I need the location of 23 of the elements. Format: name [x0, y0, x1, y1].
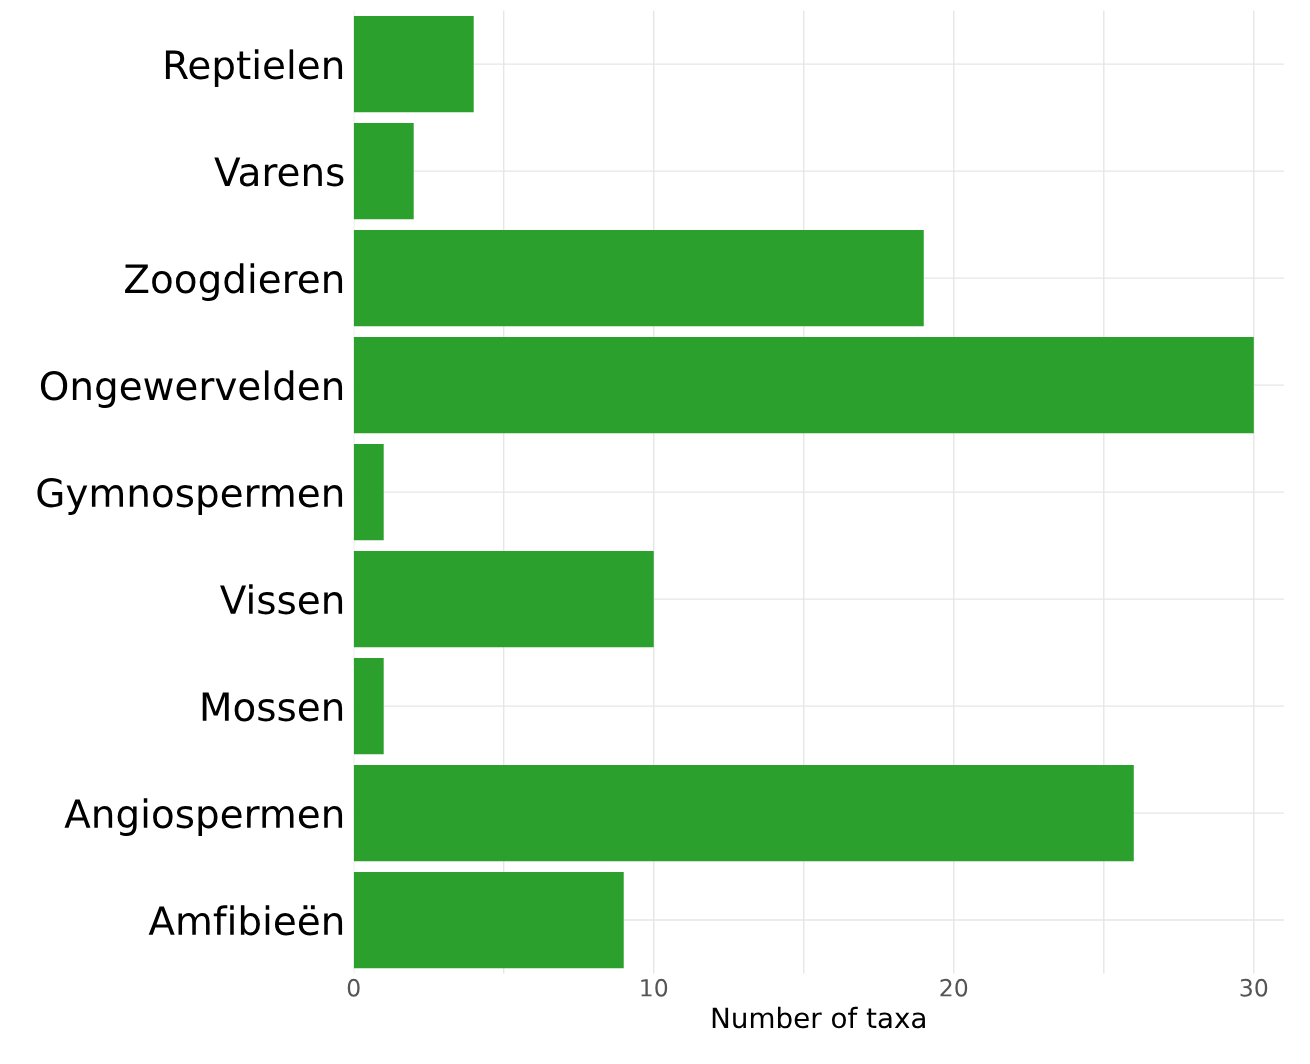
- bar: [353, 550, 654, 648]
- y-tick-label: Mossen: [202, 692, 343, 722]
- y-tick-label: Gymnospermen: [37, 478, 343, 515]
- y-tick-label: Vissen: [220, 584, 343, 615]
- bar: [353, 764, 1134, 862]
- y-tick-label: Reptielen: [165, 49, 343, 87]
- x-axis-title: Number of taxa: [712, 1006, 925, 1029]
- bar: [353, 229, 924, 327]
- x-tick-label: 30: [1240, 978, 1268, 997]
- x-tick-label: 20: [940, 978, 968, 997]
- bar: [353, 871, 624, 969]
- x-tick-label: 10: [641, 978, 668, 997]
- y-tick-label: Amfibieën: [148, 905, 343, 936]
- bar: [353, 122, 414, 220]
- bar: [353, 443, 384, 541]
- bar: [353, 657, 384, 755]
- y-tick-label: Ongewervelden: [40, 370, 343, 408]
- y-tick-label: Varens: [214, 157, 344, 187]
- x-tick-label: 0: [347, 978, 360, 997]
- bar: [353, 336, 1254, 434]
- y-tick-label: Angiospermen: [64, 798, 343, 836]
- bar: [353, 15, 474, 113]
- y-tick-label: Zoogdieren: [125, 263, 343, 301]
